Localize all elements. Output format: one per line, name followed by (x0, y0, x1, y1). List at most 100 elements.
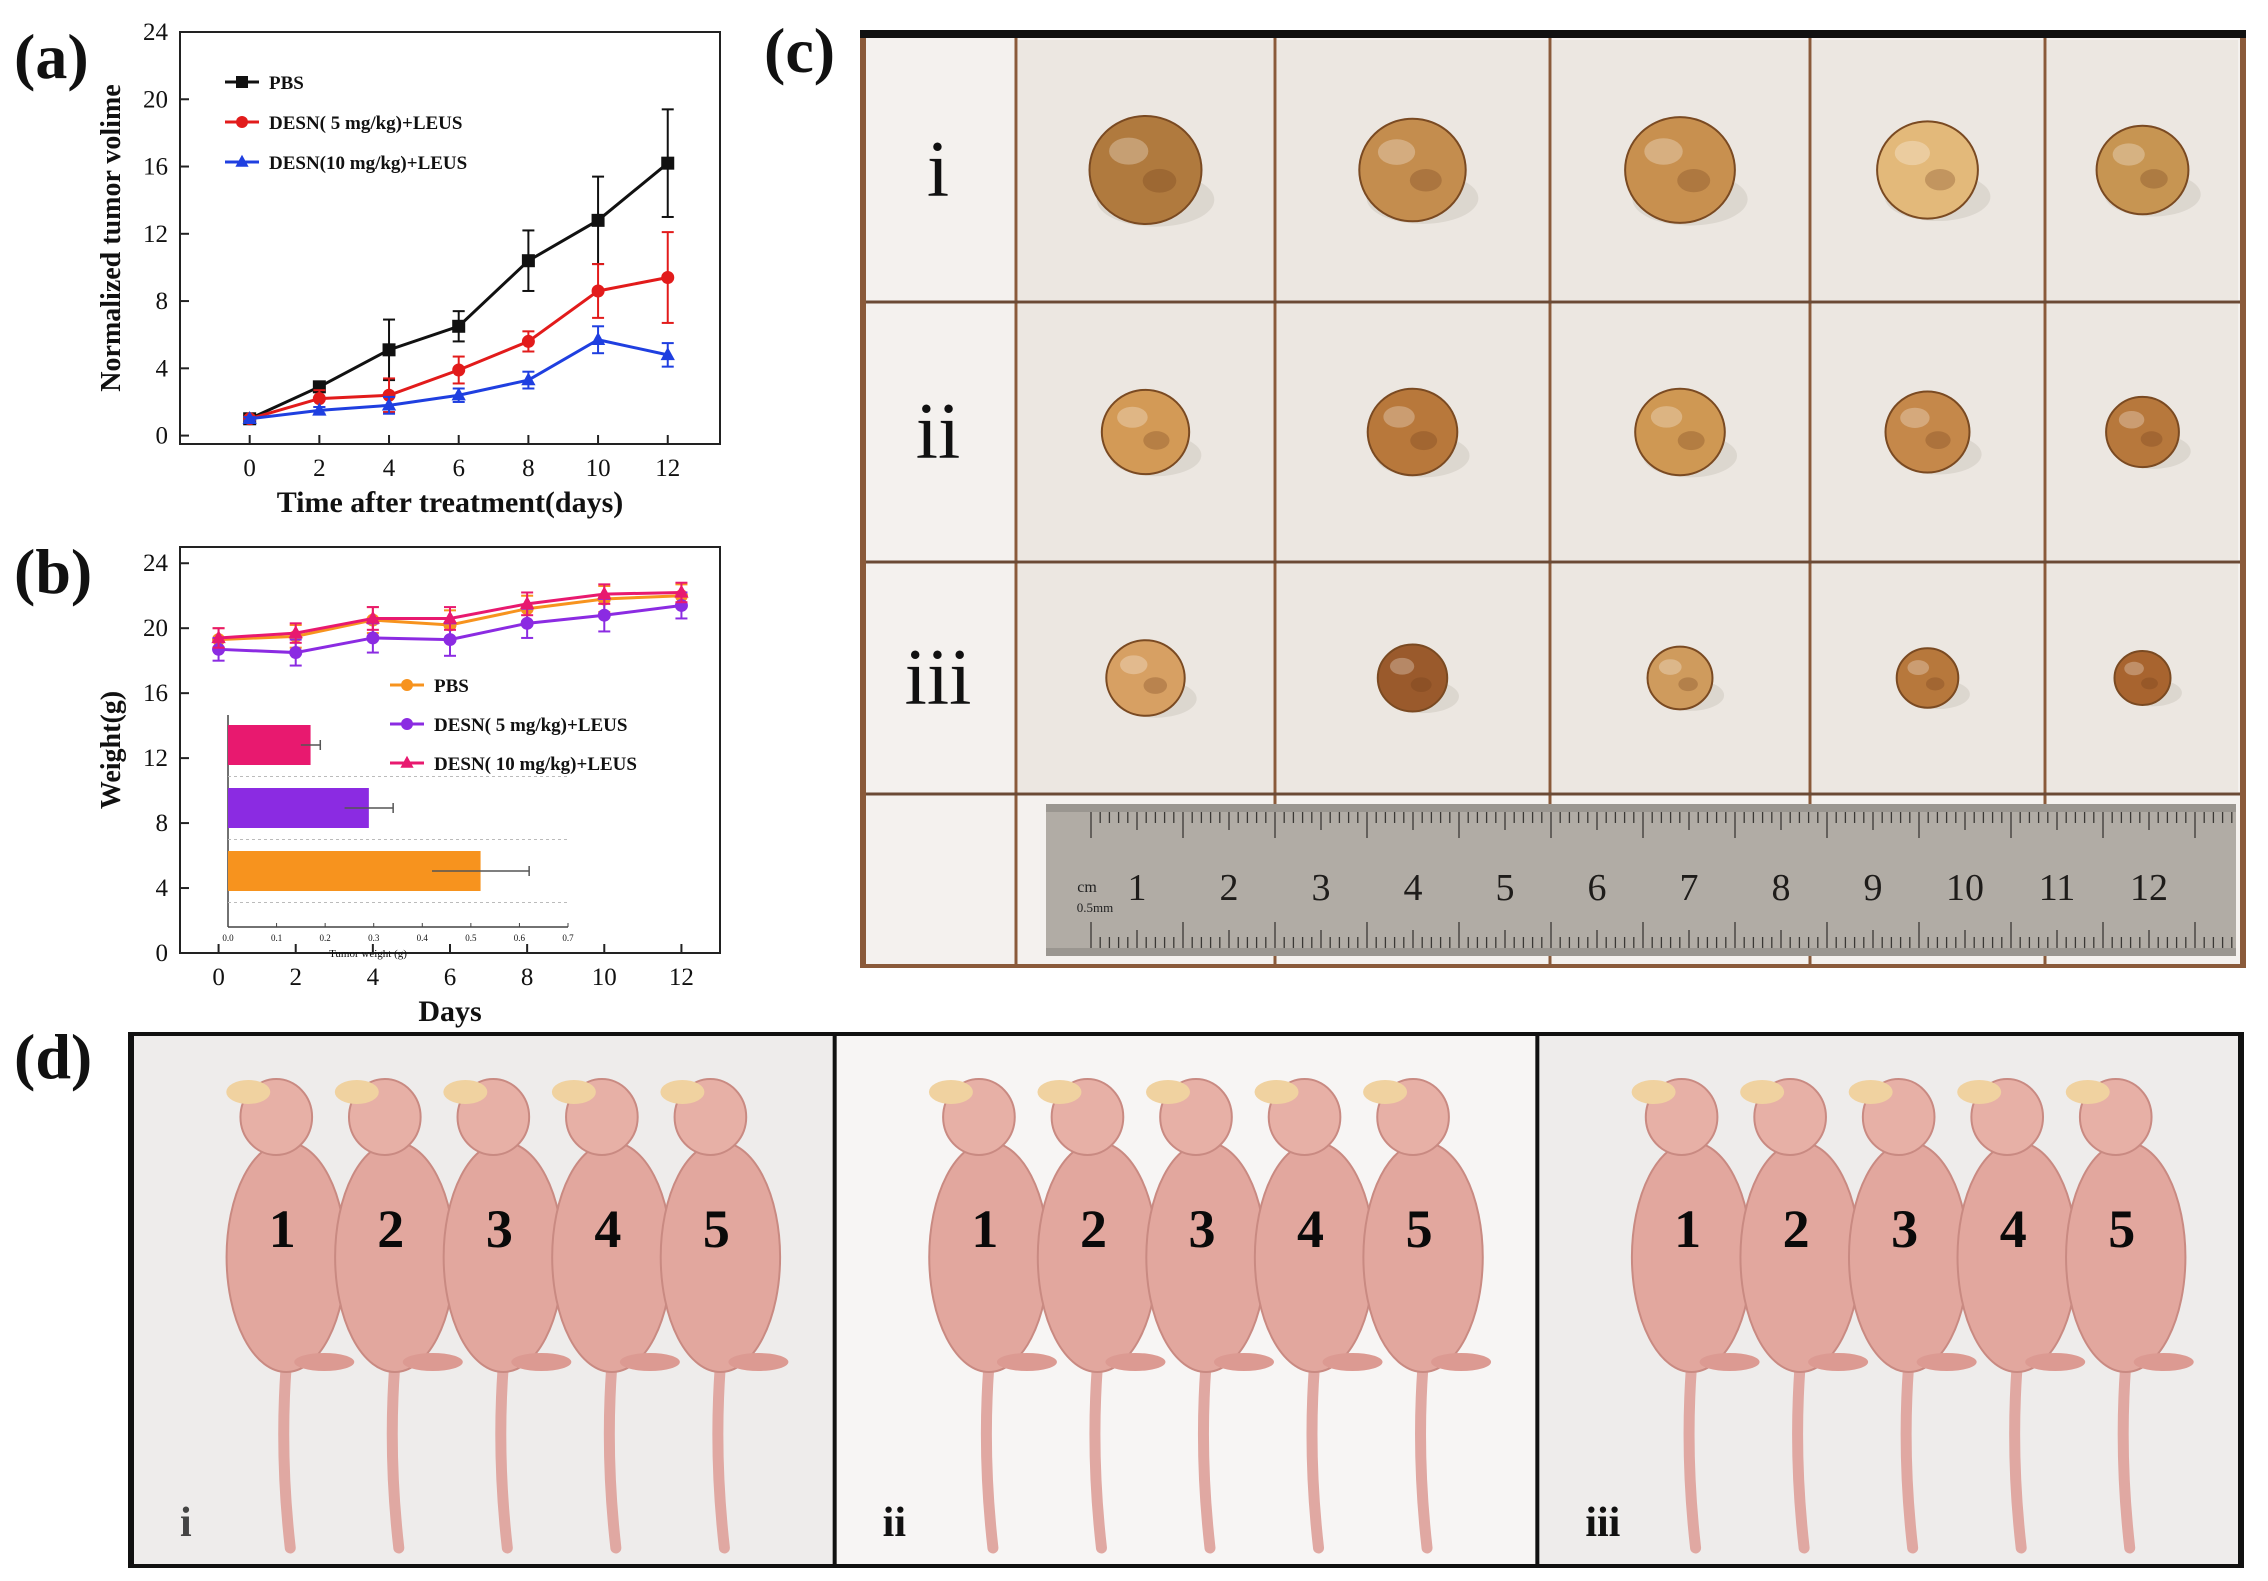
mouse-ear (1363, 1080, 1408, 1104)
data-point (242, 410, 257, 424)
ruler-number: 7 (1680, 867, 1699, 909)
mouse-foot (294, 1353, 355, 1371)
y-tick-label: 0 (156, 423, 169, 450)
mouse-ear (660, 1080, 705, 1104)
panel-label-c: (c) (764, 15, 836, 86)
data-point (289, 646, 303, 660)
x-tick-label: 2 (313, 455, 326, 482)
data-point (381, 397, 397, 411)
data-point (211, 630, 226, 644)
plot-frame (179, 31, 721, 445)
series-desn-10-mg-kg-leus (242, 325, 675, 424)
ruler-number: 9 (1864, 867, 1883, 909)
ruler-unit-label: cm (1077, 879, 1097, 896)
tumor-dark-patch (1925, 431, 1951, 450)
mouse-number: 2 (1783, 1199, 1810, 1259)
legend-marker (400, 755, 414, 768)
panel-label-a: (a) (14, 21, 89, 92)
tumor-body (1105, 639, 1186, 717)
mouse-number: 4 (594, 1199, 621, 1259)
y-axis-label: Normalized tumor volime (96, 84, 127, 391)
tumor-dark-patch (1409, 168, 1442, 192)
data-point (212, 642, 226, 656)
tumor-highlight (1120, 655, 1148, 675)
x-tick-label: 8 (521, 964, 534, 991)
x-tick-label: 4 (383, 455, 396, 482)
mouse-foot (728, 1353, 789, 1371)
legend: PBS DESN( 5 mg/kg)+LEUS DESN(10 mg/kg)+LEU… (225, 73, 467, 174)
tumor-dark-patch (1678, 677, 1698, 692)
ruler-number: 2 (1220, 867, 1239, 909)
legend-marker (235, 154, 249, 167)
mouse-number: 5 (1406, 1199, 1433, 1259)
y-tick-label: 12 (143, 745, 168, 772)
ruler-number: 8 (1772, 867, 1791, 909)
tumor-body (1895, 647, 1960, 709)
mice-photo-panel: 1 2 3 4 5 i 1 2 3 4 5 ii 1 2 3 4 5 iii (128, 1032, 2244, 1568)
ruler-number: 11 (2039, 867, 2076, 909)
photo-label: ii (883, 1500, 907, 1546)
y-tick-label: 8 (156, 288, 169, 315)
data-point (443, 633, 457, 647)
data-point (674, 584, 689, 598)
inset-bar (228, 725, 311, 765)
inset-x-tick-label: 0.7 (562, 933, 574, 943)
tumor-dark-patch (1677, 168, 1711, 193)
tumor-highlight (1644, 138, 1683, 165)
mouse-foot (1213, 1353, 1274, 1371)
data-point (288, 625, 303, 639)
y-tick-label: 16 (143, 680, 168, 707)
y-axis-label: Weight(g) (96, 691, 127, 809)
tumor-dark-patch (1925, 677, 1945, 691)
tumor-highlight (1894, 140, 1931, 166)
tumor-dark-patch (1924, 169, 1956, 191)
data-point (382, 388, 396, 402)
y-tick-label: 0 (156, 940, 169, 967)
tumor-specimen (1646, 645, 1725, 711)
mouse-foot (1105, 1353, 1166, 1371)
y-tick-label: 20 (143, 615, 168, 642)
mice-photo-i: 1 2 3 4 5 i (134, 1036, 833, 1564)
data-point (312, 402, 327, 416)
mouse-number: 4 (1297, 1199, 1324, 1259)
inset-x-tick-label: 0.0 (222, 933, 234, 943)
tumor-dark-patch (2141, 677, 2158, 690)
inset-bar-chart: 0.0 0.1 0.2 0.3 0.4 0.5 0.6 0.7 Tumor weight (g) (222, 715, 574, 960)
data-point (661, 271, 675, 285)
mouse-ear (1957, 1080, 2002, 1104)
mouse-foot (402, 1353, 463, 1371)
mouse-foot (1322, 1353, 1383, 1371)
mouse-ear (2065, 1080, 2110, 1104)
tumor-body (1646, 645, 1714, 711)
x-tick-label: 12 (655, 455, 680, 482)
mouse-foot (1431, 1353, 1492, 1371)
legend-label: DESN( 10 mg/kg)+LEUS (434, 754, 637, 775)
legend-label: DESN( 5 mg/kg)+LEUS (434, 715, 627, 736)
mouse-foot (511, 1353, 572, 1371)
tumor-body (2113, 650, 2172, 706)
inset-x-tick-label: 0.2 (320, 933, 331, 943)
tumor-highlight (2118, 410, 2145, 429)
data-point (521, 372, 536, 386)
ruler-number: 6 (1588, 867, 1607, 909)
tumor-dark-patch (1677, 431, 1705, 451)
tumor-specimen (1624, 116, 1748, 226)
x-tick-label: 2 (289, 964, 302, 991)
x-tick-label: 4 (367, 964, 380, 991)
data-point (660, 347, 675, 361)
x-tick-label: 0 (212, 964, 225, 991)
mouse-foot (2133, 1353, 2194, 1371)
mouse-foot (1916, 1353, 1977, 1371)
tumor-specimen (2105, 395, 2191, 469)
mouse-foot (2025, 1353, 2086, 1371)
ruler-number: 5 (1496, 867, 1515, 909)
mouse-foot (996, 1353, 1057, 1371)
tumor-highlight (1377, 139, 1416, 165)
tumor-body (2095, 124, 2190, 216)
y-tick-label: 24 (143, 19, 169, 46)
data-point (597, 586, 612, 600)
tumor-dark-patch (1143, 431, 1170, 450)
